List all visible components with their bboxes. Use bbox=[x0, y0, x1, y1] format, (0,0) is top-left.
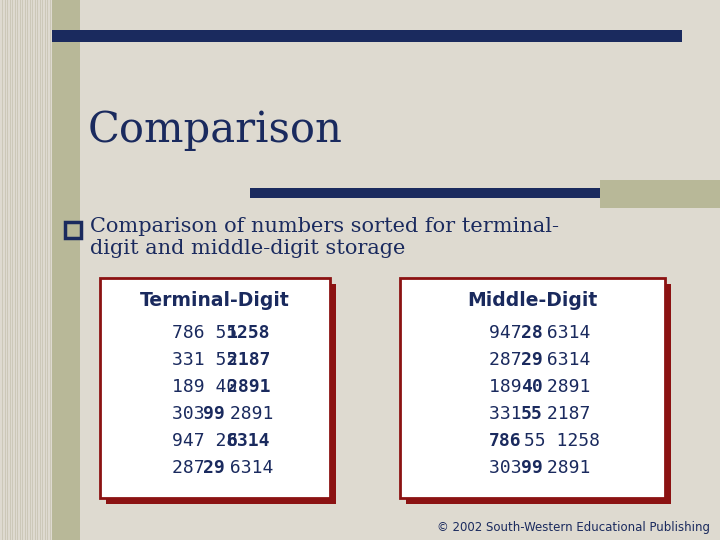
Bar bbox=[57, 0, 58, 540]
Text: 303: 303 bbox=[490, 459, 533, 477]
Bar bbox=[19, 0, 21, 540]
Text: 189: 189 bbox=[490, 378, 533, 396]
Text: 6314: 6314 bbox=[536, 351, 591, 369]
Text: 331: 331 bbox=[490, 405, 533, 423]
Bar bbox=[47, 0, 48, 540]
Bar bbox=[400, 278, 665, 498]
Text: 947 28: 947 28 bbox=[172, 432, 248, 450]
Text: 2891: 2891 bbox=[219, 405, 274, 423]
Text: 29: 29 bbox=[521, 351, 542, 369]
Text: 189 40: 189 40 bbox=[172, 378, 248, 396]
Bar bbox=[106, 284, 336, 504]
Bar bbox=[70, 0, 71, 540]
Bar bbox=[27, 0, 28, 540]
Bar bbox=[65, 0, 66, 540]
Text: 99: 99 bbox=[203, 405, 225, 423]
Text: 28: 28 bbox=[521, 324, 542, 342]
Bar bbox=[32, 0, 33, 540]
Text: Comparison of numbers sorted for terminal-: Comparison of numbers sorted for termina… bbox=[90, 217, 559, 235]
Text: 40: 40 bbox=[521, 378, 542, 396]
Text: 303: 303 bbox=[172, 405, 215, 423]
Text: 331 55: 331 55 bbox=[172, 351, 248, 369]
Text: digit and middle-digit storage: digit and middle-digit storage bbox=[90, 239, 405, 258]
Text: 2187: 2187 bbox=[536, 405, 591, 423]
Text: 6314: 6314 bbox=[536, 324, 591, 342]
Bar bbox=[45, 0, 46, 540]
Text: 1258: 1258 bbox=[227, 324, 270, 342]
Bar bbox=[12, 0, 13, 540]
Bar bbox=[14, 0, 16, 540]
Text: 2891: 2891 bbox=[536, 378, 591, 396]
Bar bbox=[37, 0, 38, 540]
Bar bbox=[42, 0, 43, 540]
Bar bbox=[40, 0, 41, 540]
Text: 55 1258: 55 1258 bbox=[513, 432, 600, 450]
Text: 2891: 2891 bbox=[227, 378, 270, 396]
Bar bbox=[52, 0, 80, 540]
Text: 947: 947 bbox=[490, 324, 533, 342]
Bar bbox=[600, 180, 720, 208]
Bar bbox=[65, 222, 81, 238]
Bar bbox=[4, 0, 6, 540]
Text: 99: 99 bbox=[521, 459, 542, 477]
Bar bbox=[55, 0, 56, 540]
Text: 287: 287 bbox=[172, 459, 215, 477]
Bar bbox=[406, 284, 671, 504]
Text: 2891: 2891 bbox=[536, 459, 591, 477]
Text: 29: 29 bbox=[203, 459, 225, 477]
Text: 786: 786 bbox=[490, 432, 522, 450]
Text: Middle-Digit: Middle-Digit bbox=[467, 291, 598, 309]
Bar bbox=[50, 0, 51, 540]
Text: Terminal-Digit: Terminal-Digit bbox=[140, 291, 290, 309]
Bar bbox=[24, 0, 26, 540]
Text: 6314: 6314 bbox=[227, 432, 270, 450]
Bar bbox=[250, 188, 720, 198]
Bar bbox=[22, 0, 23, 540]
Text: 55: 55 bbox=[521, 405, 542, 423]
Bar bbox=[2, 0, 4, 540]
Bar bbox=[52, 0, 53, 540]
Text: Comparison: Comparison bbox=[88, 109, 343, 151]
Text: 2187: 2187 bbox=[227, 351, 270, 369]
Bar bbox=[62, 0, 63, 540]
Bar bbox=[30, 0, 31, 540]
Bar bbox=[7, 0, 9, 540]
Bar bbox=[35, 0, 36, 540]
Bar bbox=[9, 0, 11, 540]
Bar bbox=[67, 0, 68, 540]
Text: 287: 287 bbox=[490, 351, 533, 369]
Bar bbox=[100, 278, 330, 498]
Text: 786 55: 786 55 bbox=[172, 324, 248, 342]
Bar bbox=[52, 30, 682, 42]
Bar bbox=[17, 0, 18, 540]
Text: © 2002 South-Western Educational Publishing: © 2002 South-Western Educational Publish… bbox=[437, 522, 710, 535]
Text: 6314: 6314 bbox=[219, 459, 274, 477]
